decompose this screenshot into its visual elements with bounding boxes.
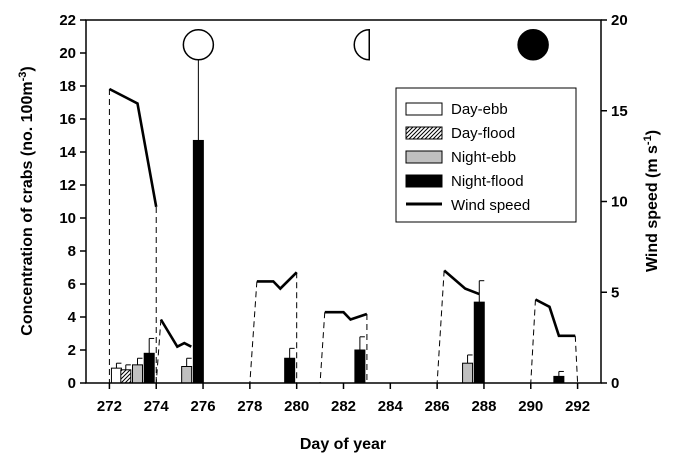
y-tick-label: 14: [59, 144, 76, 161]
y-tick-label: 18: [59, 78, 76, 95]
x-tick-label: 288: [471, 398, 496, 415]
new-moon-icon: [517, 29, 549, 61]
y2-tick-label: 20: [611, 12, 628, 29]
y2-axis-ticks: 0 5 10 15 20: [601, 12, 628, 392]
y2-axis-label: Wind speed (m s-1): [642, 130, 661, 272]
x-axis-ticks: 272 274 276 278 280 282 284 286 288 290 292: [97, 383, 590, 415]
y2-axis-label-exponent: -1: [642, 135, 654, 145]
bar-night-flood: [553, 375, 565, 384]
y-tick-label: 20: [59, 45, 76, 62]
wind-gap-connector: [249, 281, 258, 384]
legend-label-wind-speed: Wind speed: [451, 197, 530, 214]
y2-tick-label: 15: [611, 103, 628, 120]
y2-tick-label: 0: [611, 375, 619, 392]
x-tick-label: 280: [284, 398, 309, 415]
wind-gap-connector: [319, 312, 326, 384]
legend-swatch-day-ebb: [405, 102, 443, 116]
y2-tick-label: 5: [611, 284, 619, 301]
y2-tick-label: 10: [611, 194, 628, 211]
bar-night-ebb: [462, 362, 474, 384]
y-tick-label: 0: [68, 375, 76, 392]
moon-phases: [182, 28, 549, 61]
bar-night-flood: [284, 357, 296, 384]
bar-night-flood: [473, 301, 485, 384]
bar-night-flood: [143, 352, 155, 384]
legend-swatch-day-flood: [405, 126, 443, 140]
x-axis-label: Day of year: [300, 436, 386, 453]
bar-night-ebb: [181, 366, 193, 384]
x-tick-label: 290: [518, 398, 543, 415]
y-tick-label: 16: [59, 111, 76, 128]
bar-night-flood: [354, 349, 366, 384]
wind-speed-segment: [256, 271, 298, 291]
y2-axis-label-close: ): [644, 130, 661, 135]
legend: Day-ebb Day-flood Night-ebb Night-flood …: [395, 87, 577, 223]
legend-label-night-ebb: Night-ebb: [451, 149, 516, 166]
y-tick-label: 6: [68, 276, 76, 293]
x-tick-label: 274: [144, 398, 170, 415]
legend-label-day-flood: Day-flood: [451, 125, 515, 142]
legend-label-night-flood: Night-flood: [451, 173, 524, 190]
y-axis-label: Concentration of crabs (no. 100m-3): [17, 66, 36, 335]
y-tick-label: 12: [59, 177, 76, 194]
wind-speed-line: [108, 87, 576, 349]
bar-night-flood: [192, 139, 204, 384]
legend-swatch-night-ebb: [405, 150, 443, 164]
y-axis-label-main: Concentration of crabs (no. 100m: [19, 81, 36, 335]
wind-speed-segment: [324, 310, 368, 321]
y-tick-label: 2: [68, 342, 76, 359]
x-tick-label: 286: [425, 398, 450, 415]
bar-night-ebb: [132, 364, 143, 384]
wind-gap-connector: [574, 335, 579, 384]
wind-gap-connector: [530, 299, 536, 384]
legend-label-day-ebb: Day-ebb: [451, 101, 508, 118]
y-axis-label-close: ): [19, 66, 36, 71]
x-tick-label: 284: [378, 398, 404, 415]
wind-speed-segment: [108, 87, 158, 208]
legend-swatch-night-flood: [405, 174, 443, 188]
half-moon-icon: [353, 28, 370, 61]
y-tick-label: 10: [59, 210, 76, 227]
y-axis-label-exponent: -3: [17, 72, 29, 82]
wind-speed-segment: [159, 318, 192, 349]
bar-day-ebb: [110, 367, 122, 384]
full-moon-icon: [182, 29, 215, 61]
y-tick-label: 4: [68, 309, 77, 326]
x-tick-label: 292: [565, 398, 590, 415]
x-tick-label: 276: [191, 398, 216, 415]
wind-gap-connectors: [108, 88, 579, 384]
y-tick-label: 22: [59, 12, 76, 29]
x-tick-label: 272: [97, 398, 122, 415]
wind-speed-segment: [534, 298, 576, 338]
y-axis-ticks: 0 2 4 6 8 10 12 14 16 18 20 22: [59, 12, 86, 392]
wind-gap-connector: [436, 270, 445, 384]
bar-day-flood: [120, 369, 132, 384]
y2-axis-label-main: Wind speed (m s: [644, 145, 661, 272]
x-tick-label: 282: [331, 398, 356, 415]
wind-gap-connector: [155, 319, 162, 384]
x-tick-label: 278: [237, 398, 262, 415]
y-tick-label: 8: [68, 243, 76, 260]
wind-speed-segment: [443, 269, 480, 296]
